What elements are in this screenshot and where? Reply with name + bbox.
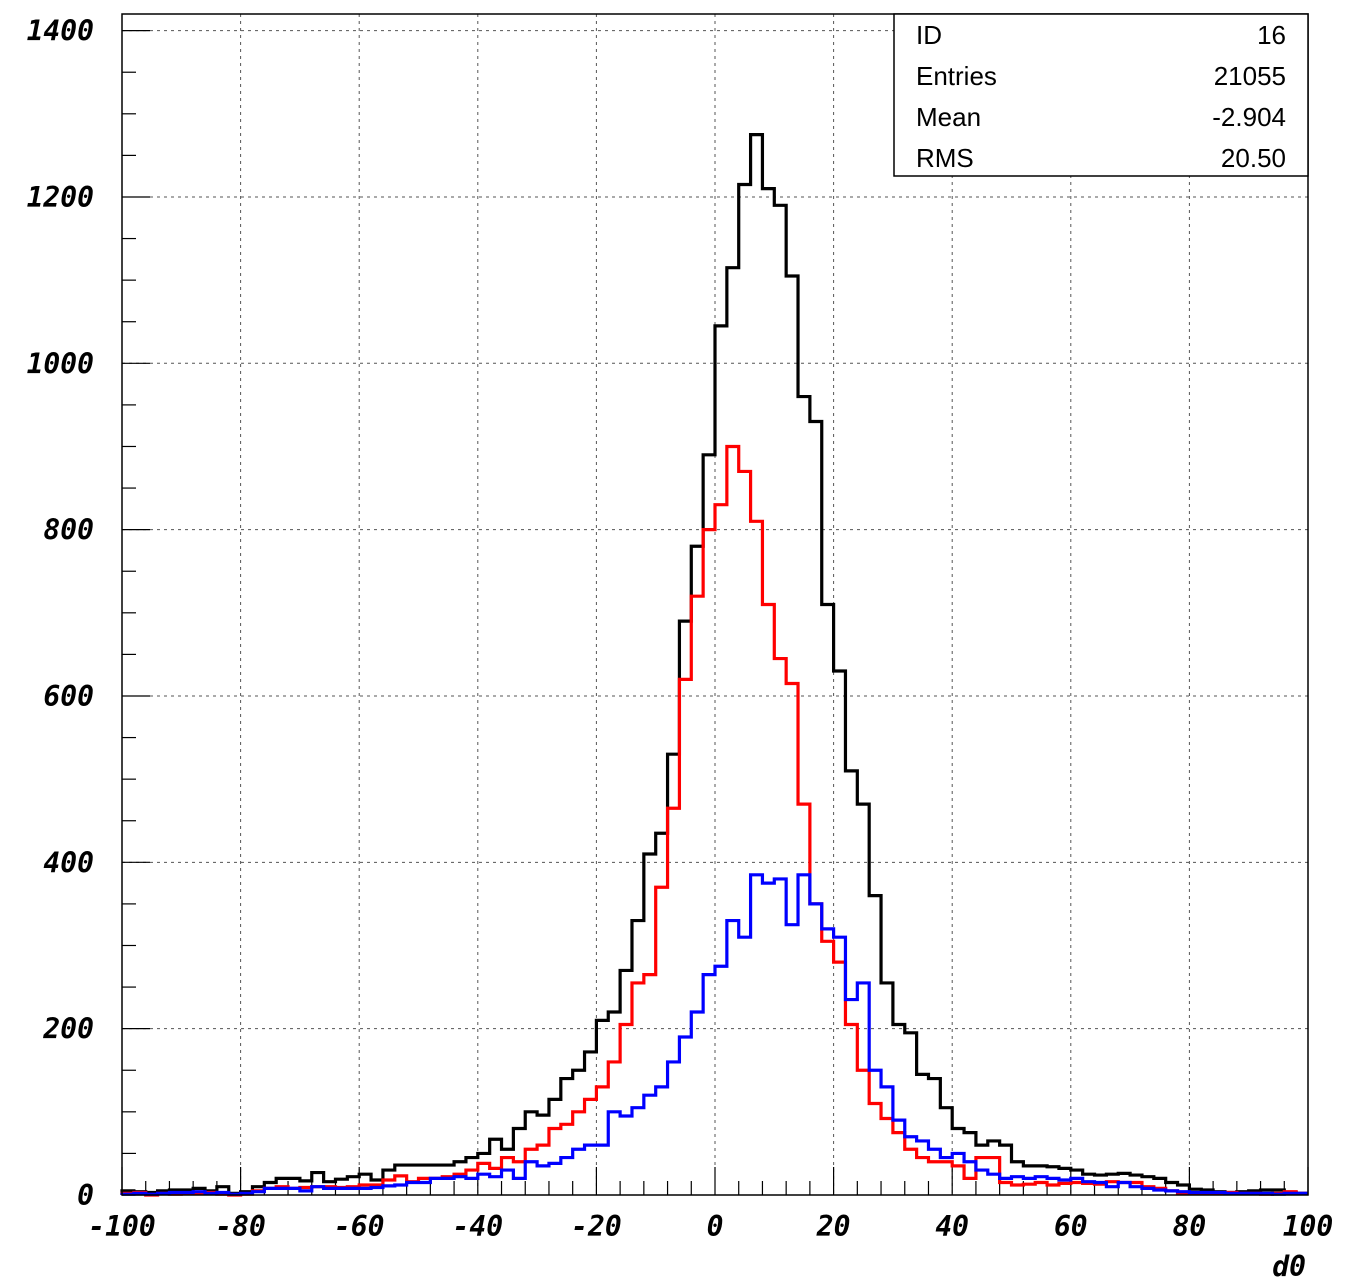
series-layer xyxy=(120,132,1308,1197)
x-axis-title: d0 xyxy=(1272,1250,1306,1283)
x-tick-label: 80 xyxy=(1173,1210,1207,1243)
histogram-series-3 xyxy=(120,873,1308,1196)
y-tick-label: 200 xyxy=(42,1013,94,1046)
x-tick-label: -40 xyxy=(453,1210,504,1243)
stats-label: Mean xyxy=(916,102,981,132)
x-tick-label: -100 xyxy=(88,1210,155,1243)
x-tick-label: 0 xyxy=(707,1210,724,1243)
tick-label-layer: -100 -80 -60 -40 -20 0 20 40 60 80 100020040060080… xyxy=(27,15,1334,1243)
y-tick-label: 1000 xyxy=(27,347,94,380)
stats-value: 20.50 xyxy=(1221,143,1286,173)
y-tick-label: 1400 xyxy=(27,15,94,48)
y-tick-label: 0 xyxy=(77,1179,94,1212)
x-tick-label: -20 xyxy=(571,1210,622,1243)
stats-value: 16 xyxy=(1257,20,1286,50)
plot-frame xyxy=(121,13,1309,1196)
y-tick-label: 1200 xyxy=(27,181,94,214)
grid-layer xyxy=(122,14,1308,1195)
x-tick-label: 60 xyxy=(1054,1210,1088,1243)
x-tick-label: -80 xyxy=(215,1210,266,1243)
x-tick-label: 100 xyxy=(1283,1210,1334,1243)
stats-label: ID xyxy=(916,20,942,50)
x-tick-label: 20 xyxy=(816,1210,851,1243)
y-tick-label: 600 xyxy=(43,680,94,713)
stats-value: 21055 xyxy=(1214,61,1286,91)
histogram-series-1 xyxy=(120,132,1308,1195)
stats-box-frame xyxy=(893,13,1309,177)
y-tick-label: 800 xyxy=(43,514,94,547)
stats-box: ID 16 Entries 21055 Mean -2.904 RMS 20.50 xyxy=(893,13,1309,177)
x-tick-label: -60 xyxy=(334,1210,385,1243)
stats-label: Entries xyxy=(916,61,997,91)
x-tick-label: 40 xyxy=(935,1210,969,1243)
stats-value: -2.904 xyxy=(1212,102,1286,132)
stats-label: RMS xyxy=(916,143,974,173)
y-tick-label: 400 xyxy=(43,846,94,879)
